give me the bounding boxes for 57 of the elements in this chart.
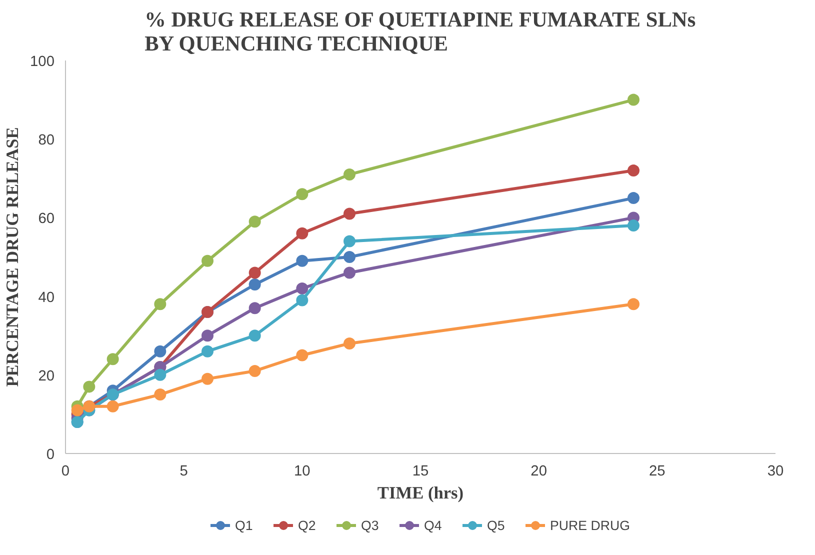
- legend-label: PURE DRUG: [550, 518, 630, 532]
- chart-title: % DRUG RELEASE OF QUETIAPINE FUMARATE SLNs BY QUENCHING TECHNIQUE: [144, 8, 696, 56]
- y-tick-label: 20: [38, 368, 55, 384]
- point: [248, 266, 261, 279]
- x-tick-label: 0: [61, 464, 70, 480]
- x-tick-label: 15: [412, 464, 429, 480]
- y-tick-label: 80: [38, 132, 55, 149]
- point: [296, 294, 308, 306]
- legend-label: Q5: [487, 518, 506, 532]
- point: [344, 251, 356, 263]
- x-tick-label: 25: [649, 464, 666, 480]
- point: [248, 302, 261, 314]
- point: [296, 349, 308, 362]
- point: [344, 337, 356, 350]
- point: [154, 298, 166, 310]
- legend-label: Q2: [298, 518, 317, 532]
- point: [628, 192, 640, 204]
- point: [154, 368, 166, 381]
- y-axis-title: PERCENTAGE DRUG RELEASE: [3, 127, 22, 387]
- point: [83, 380, 96, 393]
- point: [248, 330, 261, 342]
- legend-label: Q4: [424, 518, 443, 532]
- legend-label: Q3: [361, 518, 380, 532]
- point: [344, 235, 356, 248]
- point: [154, 388, 166, 401]
- point: [344, 266, 356, 279]
- point: [202, 345, 214, 358]
- point: [248, 364, 261, 377]
- point: [106, 400, 119, 412]
- point: [296, 227, 308, 240]
- point: [344, 208, 356, 220]
- y-tick-label: 60: [38, 211, 55, 228]
- point: [296, 188, 308, 200]
- x-tick-label: 10: [294, 464, 310, 480]
- y-tick-label: 40: [38, 290, 55, 306]
- x-tick-label: 30: [767, 464, 784, 480]
- y-tick-label: 0: [46, 447, 55, 463]
- x-tick-label: 20: [530, 464, 547, 480]
- point: [628, 94, 640, 106]
- point: [202, 372, 214, 385]
- point: [296, 282, 308, 294]
- point: [344, 168, 356, 180]
- point: [628, 220, 640, 232]
- point: [296, 254, 308, 267]
- y-tick-label: 100: [30, 54, 55, 70]
- point: [202, 330, 214, 342]
- point: [154, 345, 166, 358]
- legend-label: Q1: [235, 518, 254, 532]
- point: [71, 404, 84, 416]
- point: [248, 216, 261, 228]
- point: [248, 278, 261, 290]
- point: [628, 298, 640, 310]
- point: [202, 254, 214, 267]
- x-axis-title: TIME (hrs): [377, 484, 464, 502]
- point: [628, 164, 640, 177]
- point: [106, 353, 119, 366]
- x-tick-label: 5: [180, 464, 188, 480]
